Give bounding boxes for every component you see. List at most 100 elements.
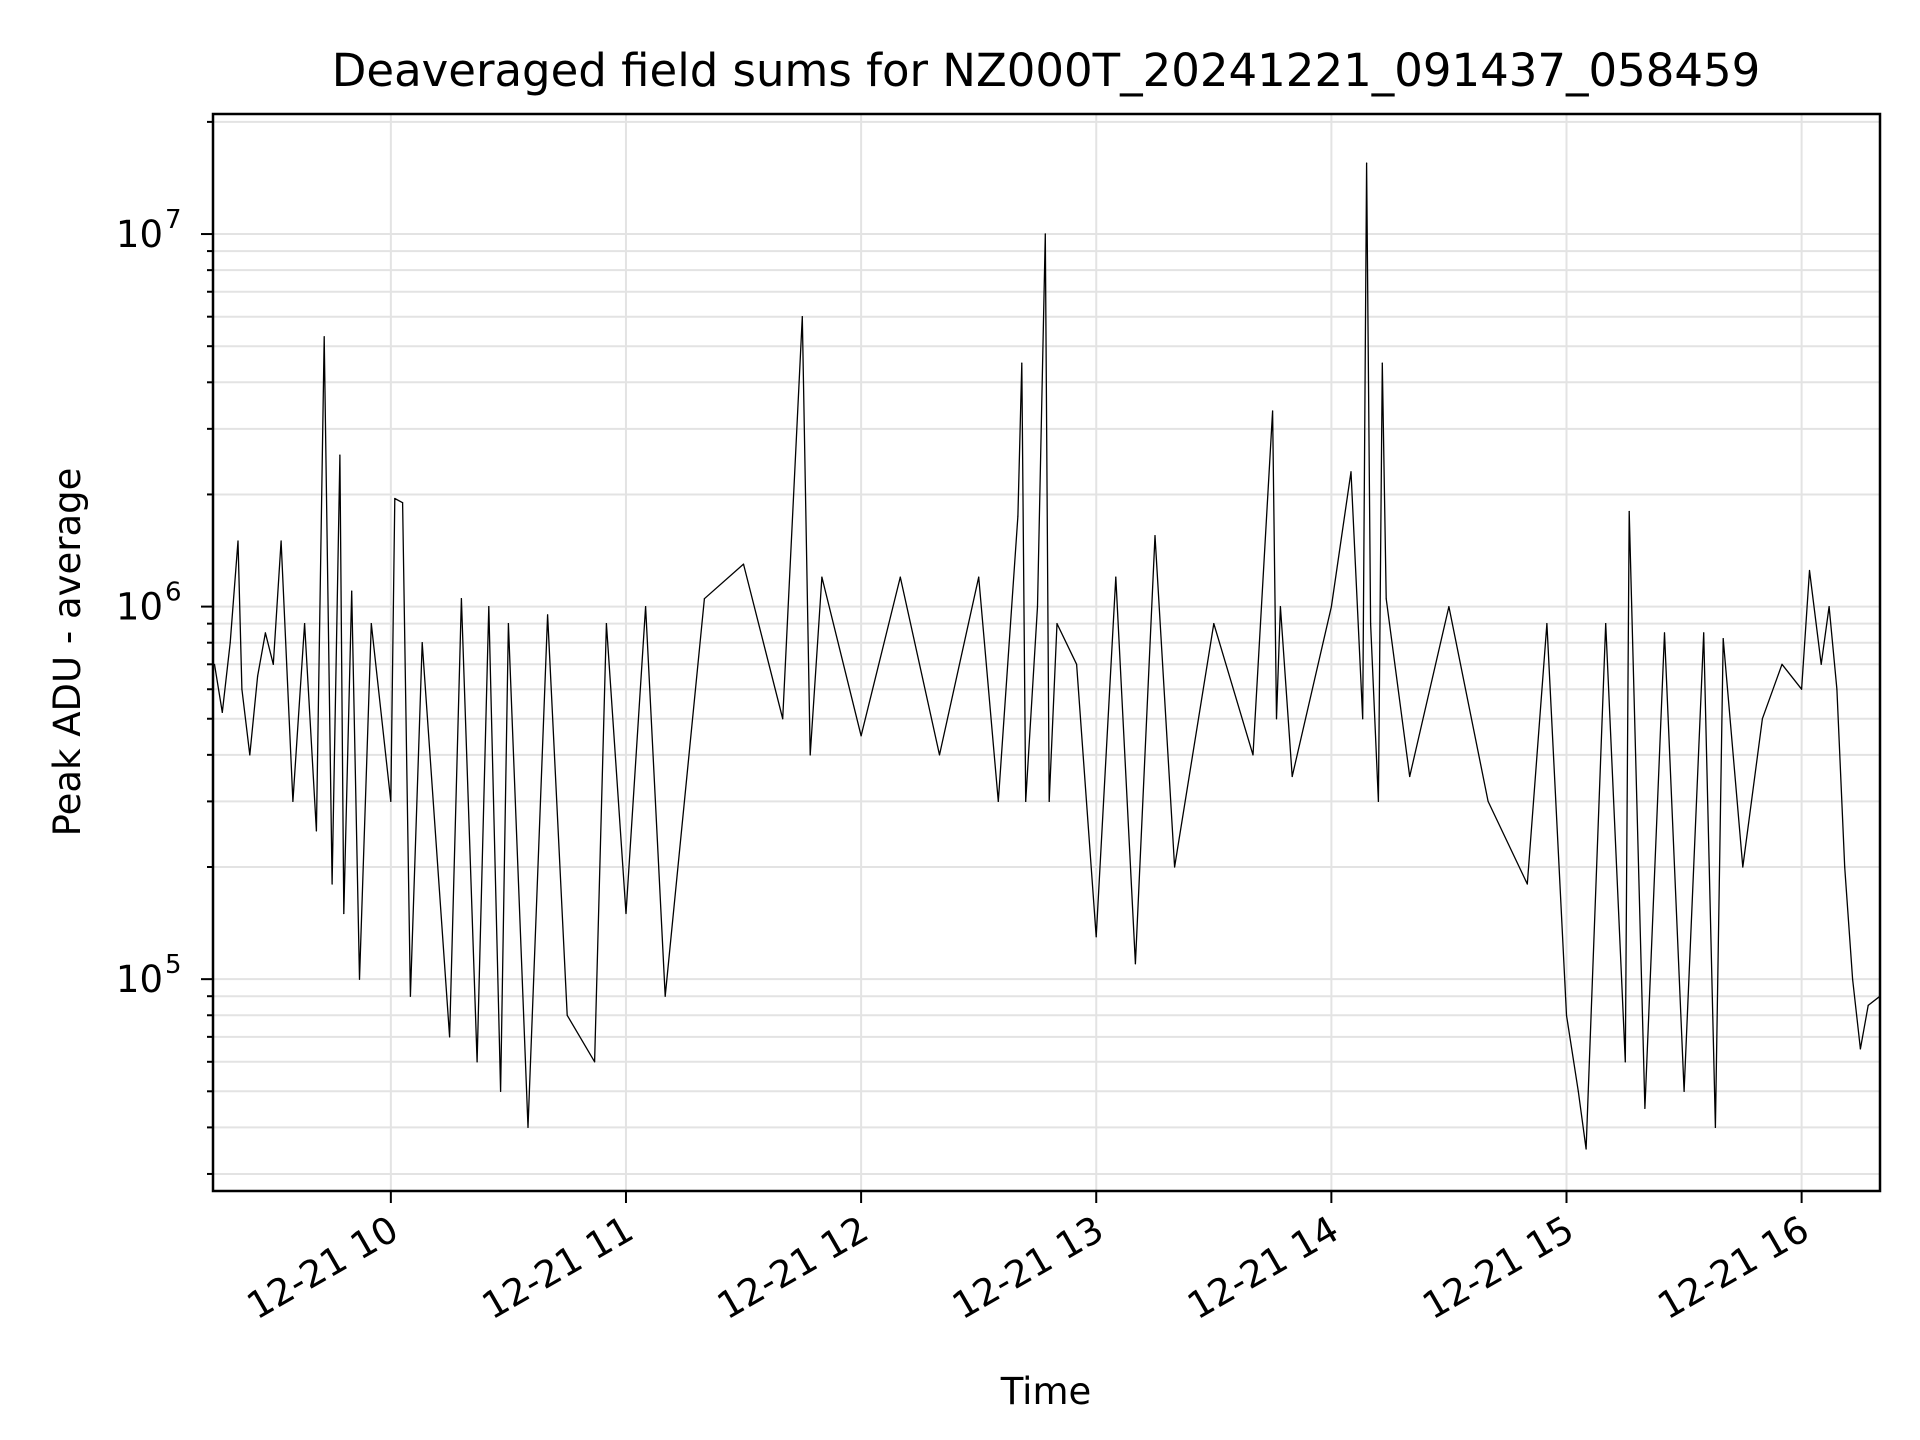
data-point — [370, 623, 372, 625]
data-point — [1362, 718, 1364, 720]
data-point — [1683, 1090, 1685, 1092]
data-point — [1154, 535, 1156, 537]
y-tick-label-base: 10 — [116, 958, 163, 1001]
data-point — [421, 642, 423, 644]
data-point — [1844, 866, 1846, 868]
data-point — [1279, 606, 1281, 608]
data-point — [1291, 775, 1293, 778]
data-point — [1781, 663, 1783, 665]
data-point — [1385, 598, 1387, 600]
data-point — [1017, 515, 1019, 517]
data-point — [1663, 632, 1666, 634]
data-point — [390, 800, 392, 803]
data-point — [1820, 663, 1822, 665]
data-point — [1828, 606, 1830, 608]
data-point — [605, 623, 608, 625]
data-point — [1585, 1148, 1587, 1150]
data-point — [1628, 510, 1630, 513]
data-point — [1565, 1014, 1568, 1016]
data-point — [1487, 800, 1489, 803]
data-point — [703, 598, 706, 600]
data-point — [1021, 362, 1023, 364]
data-point — [801, 316, 803, 318]
data-point — [527, 1126, 529, 1128]
data-point — [1801, 688, 1803, 690]
data-point — [1370, 623, 1372, 625]
data-point — [1722, 638, 1724, 640]
data-point — [1808, 569, 1811, 572]
data-point — [1409, 775, 1411, 778]
data-point — [1852, 978, 1854, 980]
data-point — [1213, 623, 1215, 625]
data-point — [476, 1061, 478, 1063]
data-point — [1076, 663, 1078, 665]
data-point — [331, 883, 333, 885]
data-point — [782, 718, 784, 720]
data-point — [860, 735, 862, 737]
x-axis-label: Time — [1000, 1370, 1092, 1413]
data-point — [821, 576, 823, 578]
data-point — [507, 623, 509, 625]
data-point — [625, 912, 627, 915]
data-point — [257, 675, 259, 677]
data-point — [1044, 233, 1046, 235]
data-point — [1644, 1107, 1646, 1109]
plot-frame — [211, 112, 1882, 1193]
data-point — [1703, 632, 1705, 634]
data-point — [1605, 623, 1607, 625]
data-point — [1056, 623, 1058, 625]
data-point — [809, 754, 811, 756]
data-point — [594, 1061, 596, 1063]
data-point — [249, 754, 251, 756]
chart-title: Deaveraged field sums for NZ000T_2024122… — [332, 44, 1761, 97]
data-point — [351, 590, 353, 592]
y-tick-label-exponent: 5 — [165, 950, 182, 980]
data-point — [1624, 1061, 1626, 1063]
data-point — [358, 978, 361, 980]
data-point — [997, 800, 999, 803]
data-point — [272, 663, 274, 665]
data-point — [1272, 410, 1274, 412]
data-point — [241, 688, 243, 690]
y-tick-label-exponent: 6 — [165, 578, 182, 608]
data-point — [978, 576, 980, 578]
data-point — [1330, 606, 1332, 608]
data-point — [1174, 866, 1176, 868]
data-point — [304, 623, 306, 625]
data-point — [1366, 162, 1368, 164]
data-point — [1859, 1048, 1861, 1050]
data-point — [1742, 866, 1744, 868]
y-tick-label-base: 10 — [116, 586, 163, 629]
data-point — [742, 563, 745, 565]
data-point — [343, 912, 345, 915]
data-point — [394, 497, 396, 500]
data-point — [1095, 936, 1097, 938]
data-point — [323, 336, 325, 338]
data-point — [292, 800, 294, 803]
y-axis-label: Peak ADU - average — [46, 468, 89, 837]
data-point — [237, 540, 239, 542]
data-point — [460, 598, 462, 600]
data-point — [1867, 1004, 1869, 1007]
data-point — [409, 995, 411, 997]
data-point — [1546, 623, 1548, 625]
data-point — [229, 642, 231, 644]
y-tick-label-exponent: 7 — [165, 205, 182, 235]
data-point — [500, 1090, 502, 1092]
data-point — [1761, 718, 1763, 720]
data-point — [1115, 576, 1117, 578]
data-point — [645, 606, 647, 608]
data-point — [1377, 800, 1379, 803]
data-point — [938, 754, 941, 756]
data-point — [339, 454, 341, 456]
data-point — [566, 1014, 568, 1016]
data-point — [1577, 1090, 1579, 1092]
data-point — [264, 632, 266, 634]
data-point — [664, 995, 666, 997]
data-point — [315, 830, 317, 832]
data-point — [280, 540, 282, 542]
data-point — [1275, 718, 1278, 720]
data-point — [488, 606, 490, 608]
data-point — [1048, 800, 1050, 803]
